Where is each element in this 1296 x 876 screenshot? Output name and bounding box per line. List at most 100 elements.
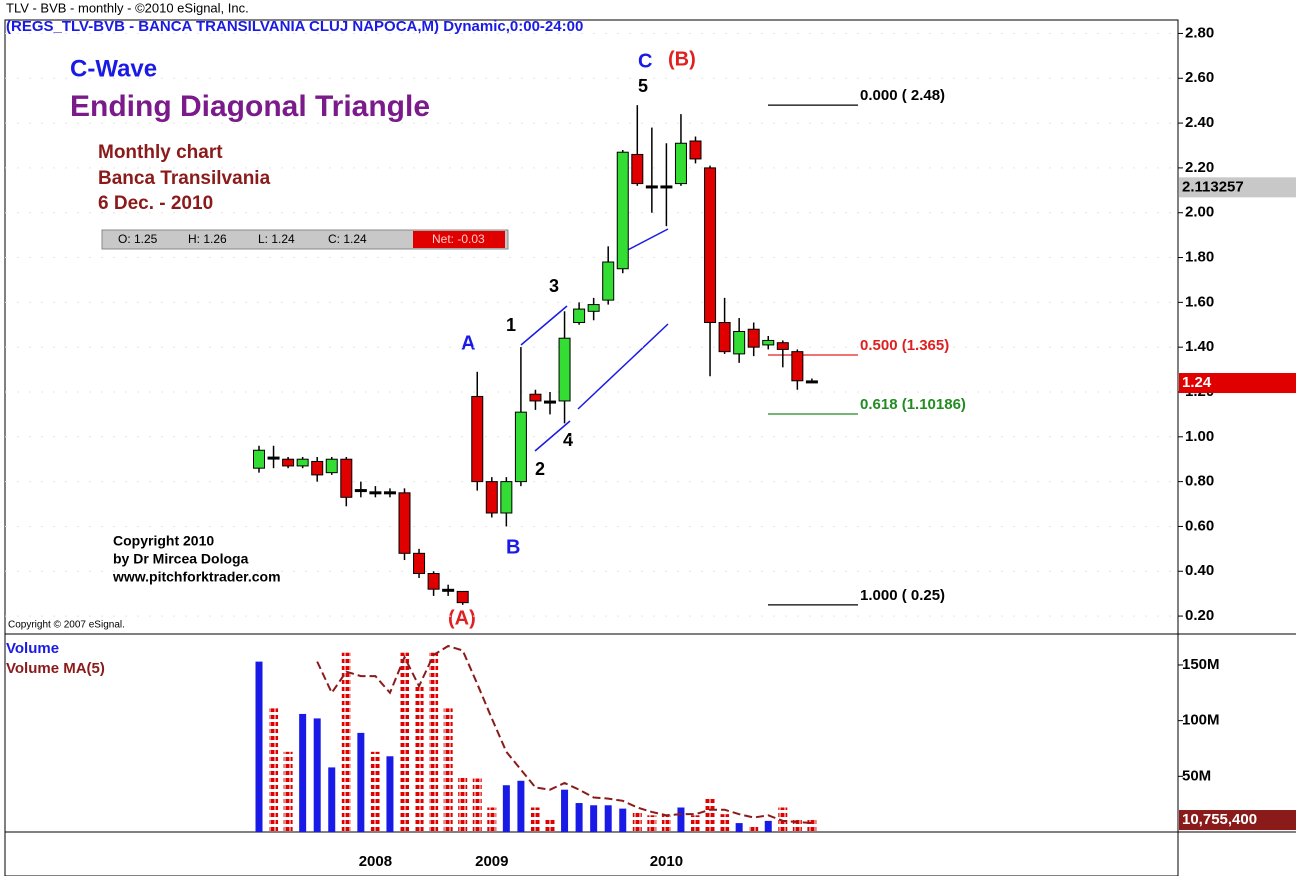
candle-body [689,140,702,160]
y-tick-label: 0.20 [1185,607,1214,624]
candle-body [762,339,775,346]
y-tick-label: 0.60 [1185,517,1214,534]
candle-body [558,337,571,402]
volume-bar [255,661,263,832]
volume-bar [313,718,321,832]
wave-label: C [638,50,652,72]
candle-body [733,330,746,355]
volume-bar [647,815,657,832]
volume-bar [472,778,482,832]
candle-body [471,395,484,483]
candle-body [369,491,382,495]
y-tick-label: 1.60 [1185,293,1214,310]
copyright: Copyright 2010 [113,533,214,549]
volume-bar [661,815,671,832]
candle-body [704,167,717,324]
volume-bar [545,819,555,832]
fib-label: 1.000 ( 0.25) [860,587,945,604]
volume-bar [764,820,772,832]
candle-body [660,185,673,189]
y-tick-label: 150M [1182,656,1220,673]
wave-label: 3 [549,276,559,296]
price-tag-label: 1.24 [1182,374,1212,391]
ohlc-strip [101,229,509,250]
wave-label: 5 [638,76,648,96]
candle-body [514,411,527,483]
y-tick-label: 100M [1182,712,1220,729]
volume-bar [530,807,540,832]
volume-bar [619,808,627,832]
candle-body [500,481,513,514]
volume-bar [517,780,525,832]
candle-body [805,380,818,384]
candle-body [529,393,542,402]
volume-bar [299,713,307,832]
volume-bar [443,708,453,832]
volume-bar [328,767,336,832]
volume-bar [792,819,802,832]
candle-body [383,491,396,495]
wave-label: (B) [668,48,696,70]
volume-bar [458,775,468,832]
volume-bar [370,751,380,832]
y-tick-label: 50M [1182,767,1211,784]
wave-label: (A) [448,607,476,629]
fib-label: 0.618 (1.10186) [860,396,966,413]
y-tick-label: 2.80 [1185,24,1214,41]
ohlc-value: H: 1.26 [188,232,227,246]
volume-bar [632,811,642,832]
candle-body [645,185,658,189]
wave-label: B [506,536,520,558]
subtitle: Monthly chart [98,142,223,163]
candle-body [544,400,556,404]
candle-body [296,458,309,467]
copyright: by Dr Mircea Dologa [113,551,249,567]
header: (REGS_TLV-BVB - BANCA TRANSILVANIA CLUJ … [6,18,583,35]
volume-bar [386,756,394,832]
x-tick-label: 2010 [650,853,683,870]
candle-body [587,304,600,312]
title: Ending Diagonal Triangle [70,90,430,123]
ohlc-value: L: 1.24 [258,232,295,246]
volume-bar [749,826,759,832]
y-tick-label: 1.40 [1185,338,1214,355]
volume-bar [341,652,351,832]
candle-body [602,261,615,301]
volume-bar [429,652,439,832]
volume-bar [691,815,700,832]
volume-bar [487,807,497,832]
candle-body [456,590,469,604]
volume-bar [269,708,279,832]
fib-label: 0.000 ( 2.48) [860,87,945,104]
ma-line [316,644,812,825]
volume-bar [283,751,293,832]
wave-label: 1 [506,315,516,335]
header: TLV - BVB - monthly - ©2010 eSignal, Inc… [6,0,249,15]
price-tag [1179,177,1296,198]
y-tick-label: 2.60 [1185,69,1214,86]
candle-body [413,552,426,574]
volume-bar [677,807,685,832]
volume-bar [735,823,743,832]
candle-body [427,572,440,590]
net-box [413,231,505,248]
y-tick-label: 2.40 [1185,114,1214,131]
copyright: www.pitchforktrader.com [112,569,281,585]
candle-body [776,342,789,350]
volume-bar [561,789,569,832]
candle-body [267,456,280,460]
ohlc-value: O: 1.25 [118,232,158,246]
volume-tag [1179,810,1296,831]
candle-body [747,328,760,348]
volume-bar [778,807,788,832]
candle-body [674,142,687,185]
legend-entry: Volume MA(5) [6,660,105,677]
x-tick-label: 2008 [359,853,392,870]
candle-body [442,588,455,592]
wave-label: 2 [535,459,545,479]
volume-bar [604,805,612,832]
subtitle: 6 Dec. - 2010 [98,193,213,214]
copyright: Copyright © 2007 eSignal. [8,620,125,631]
candle-body [573,308,586,324]
